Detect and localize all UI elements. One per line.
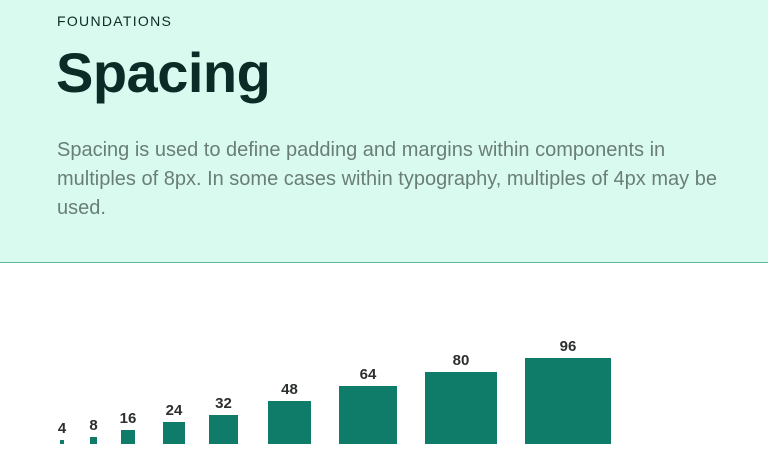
spacing-bar-64 bbox=[339, 386, 397, 444]
page-description: Spacing is used to define padding and ma… bbox=[57, 139, 717, 219]
spacing-item-64: 64 bbox=[339, 366, 397, 444]
section-eyebrow: FOUNDATIONS bbox=[57, 13, 173, 29]
spacing-item-16: 16 bbox=[120, 410, 136, 444]
spacing-item-96: 96 bbox=[525, 338, 611, 444]
spacing-label-8: 8 bbox=[89, 417, 98, 434]
spacing-item-48: 48 bbox=[268, 381, 311, 444]
spacing-label-64: 64 bbox=[359, 366, 377, 383]
spacing-label-4: 4 bbox=[57, 420, 67, 437]
spacing-label-24: 24 bbox=[165, 402, 183, 419]
spacing-label-16: 16 bbox=[119, 410, 137, 427]
hero-section: FOUNDATIONS Spacing Spacing is used to d… bbox=[0, 0, 768, 263]
spacing-label-48: 48 bbox=[281, 381, 298, 398]
spacing-label-80: 80 bbox=[452, 352, 470, 369]
spacing-item-8: 8 bbox=[89, 417, 98, 444]
spacing-bar-96 bbox=[525, 358, 611, 444]
spacing-label-32: 32 bbox=[215, 395, 232, 412]
spacing-item-24: 24 bbox=[163, 402, 185, 444]
spacing-bar-48 bbox=[268, 401, 311, 444]
spacing-bar-16 bbox=[121, 430, 135, 444]
spacing-bar-80 bbox=[425, 372, 497, 444]
spacing-item-32: 32 bbox=[209, 395, 238, 444]
spacing-item-4: 4 bbox=[58, 420, 66, 444]
spacing-bar-4 bbox=[60, 440, 64, 444]
spacing-bar-8 bbox=[90, 437, 97, 444]
spacing-scale: 4 8 16 24 32 48 64 80 96 bbox=[0, 263, 768, 462]
spacing-label-96: 96 bbox=[559, 338, 577, 355]
page-title: Spacing bbox=[56, 41, 271, 104]
spacing-item-80: 80 bbox=[425, 352, 497, 444]
spacing-bar-32 bbox=[209, 415, 238, 444]
spacing-bar-24 bbox=[163, 422, 185, 444]
